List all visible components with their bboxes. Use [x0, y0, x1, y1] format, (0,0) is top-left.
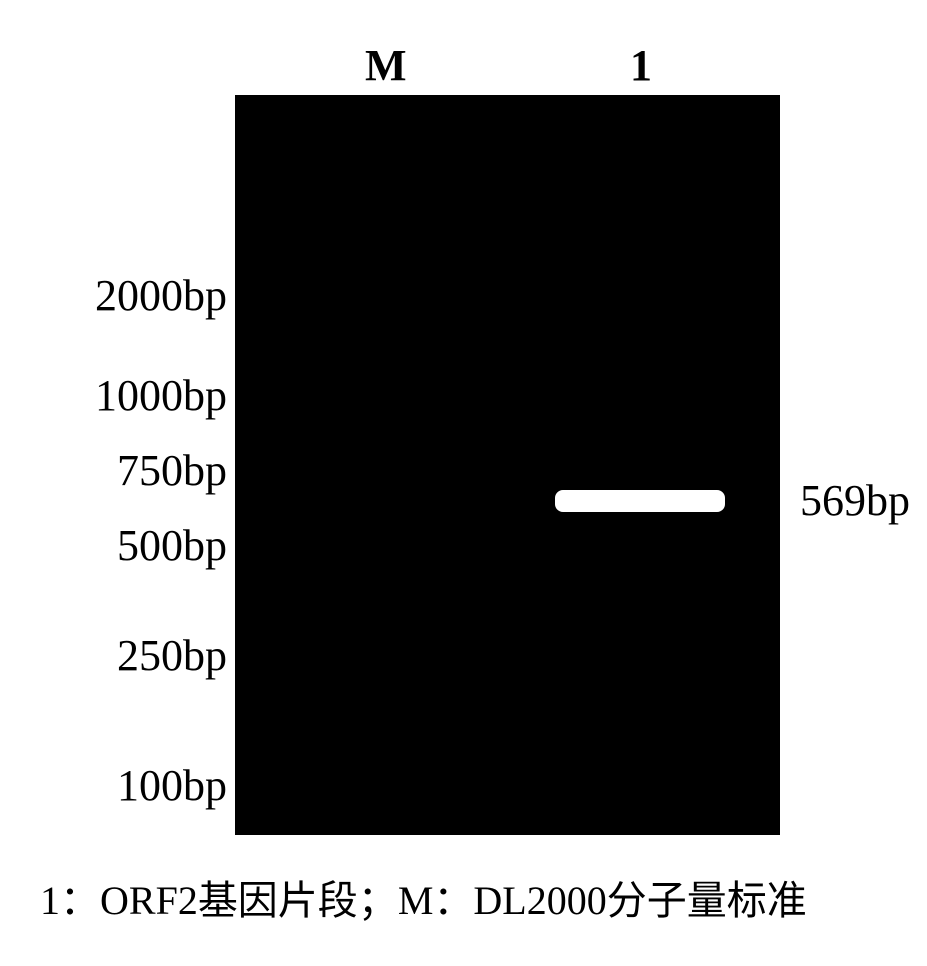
lane-header-marker: M [365, 40, 407, 91]
ladder-label-1000: 1000bp [95, 370, 227, 421]
ladder-label-500: 500bp [117, 520, 227, 571]
ladder-label-750: 750bp [117, 445, 227, 496]
figure-caption: 1：ORF2基因片段；M：DL2000分子量标准 [40, 868, 927, 926]
gel-figure: M 1 2000bp 1000bp 750bp 500bp 250bp 100b… [40, 40, 927, 926]
ladder-label-250: 250bp [117, 630, 227, 681]
gel-box [235, 95, 780, 835]
caption-marker-prefix: M： [398, 878, 474, 923]
lane-header-sample: 1 [630, 40, 652, 91]
gel-area: M 1 2000bp 1000bp 750bp 500bp 250bp 100b… [40, 40, 927, 860]
ladder-label-2000: 2000bp [95, 270, 227, 321]
caption-lane1-prefix: 1： [40, 878, 100, 923]
sample-band-label: 569bp [800, 475, 910, 526]
sample-band [555, 490, 725, 512]
caption-marker-text: DL2000分子量标准 [473, 878, 806, 923]
ladder-label-100: 100bp [117, 760, 227, 811]
caption-lane1-text: ORF2基因片段； [100, 878, 398, 923]
